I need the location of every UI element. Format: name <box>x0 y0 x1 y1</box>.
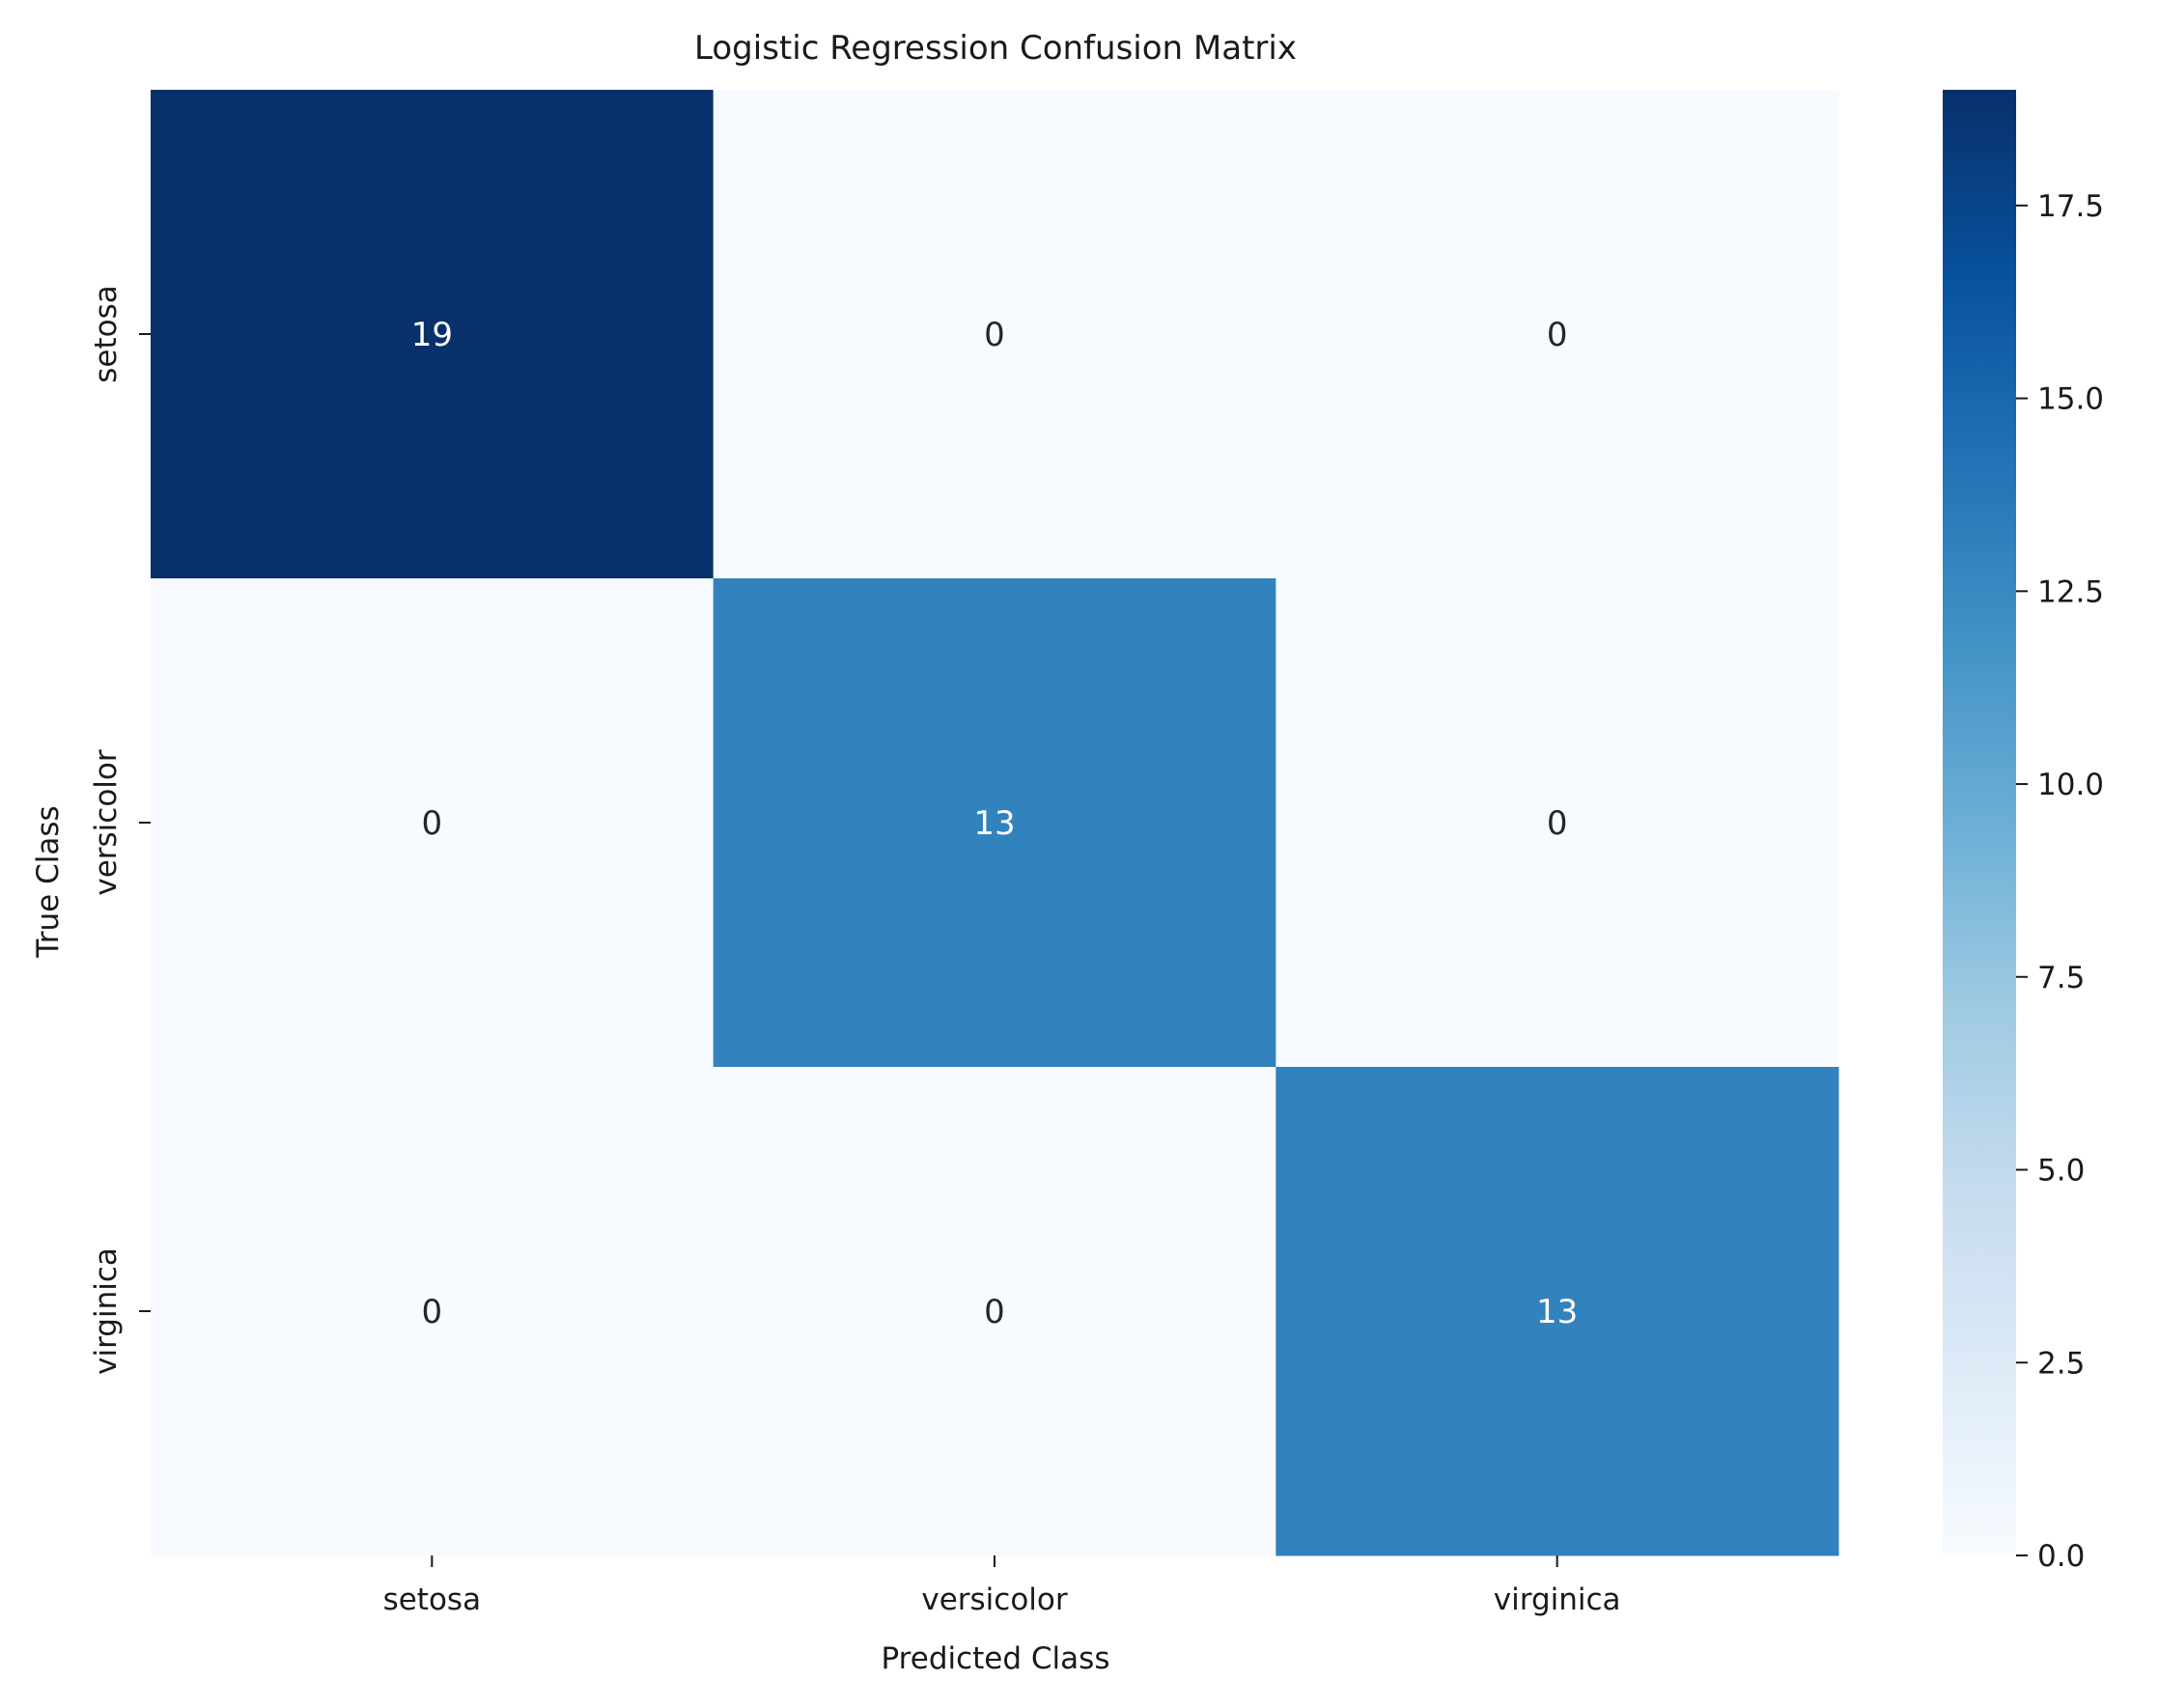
colorbar-gradient <box>1943 90 2016 1555</box>
y-axis: setosa versicolor virginica <box>89 285 151 1375</box>
y-tick-label: setosa <box>89 285 124 383</box>
heatmap-cells <box>151 90 1839 1556</box>
y-tick-label: virginica <box>89 1247 124 1375</box>
x-tick-label: virginica <box>1494 1582 1621 1617</box>
cell-value-label: 0 <box>1547 316 1568 354</box>
heatmap-cell <box>713 90 1276 579</box>
colorbar-tick-label: 10.0 <box>2037 768 2104 802</box>
y-axis-label: True Class <box>31 805 66 958</box>
cell-value-label: 0 <box>422 1293 443 1331</box>
heatmap-cell <box>151 90 715 579</box>
colorbar-tick-label: 0.0 <box>2037 1539 2085 1574</box>
x-axis-label: Predicted Class <box>882 1641 1110 1676</box>
x-tick-label: versicolor <box>921 1582 1068 1617</box>
heatmap-cell <box>1276 90 1839 579</box>
heatmap-cell-labels: 19 0 0 0 13 0 0 0 13 <box>411 316 1579 1331</box>
colorbar: 0.0 2.5 5.0 7.5 10.0 12.5 15.0 17.5 <box>1943 90 2104 1574</box>
cell-value-label: 19 <box>411 316 453 354</box>
cell-value-label: 0 <box>1547 804 1568 843</box>
colorbar-tick-label: 7.5 <box>2037 961 2085 995</box>
x-tick-label: setosa <box>383 1582 482 1617</box>
heatmap-cell <box>151 1067 715 1556</box>
cell-value-label: 13 <box>973 804 1015 843</box>
heatmap-cell <box>151 578 715 1068</box>
cell-value-label: 0 <box>422 804 443 843</box>
colorbar-tick-label: 15.0 <box>2037 382 2104 417</box>
cell-value-label: 0 <box>984 1293 1005 1331</box>
colorbar-tick-label: 17.5 <box>2037 189 2104 224</box>
cell-value-label: 0 <box>984 316 1005 354</box>
x-axis: setosa versicolor virginica <box>383 1555 1621 1617</box>
y-tick-label: versicolor <box>89 749 124 896</box>
heatmap-cell <box>713 1067 1276 1556</box>
heatmap-cell <box>1276 1067 1839 1556</box>
heatmap-cell <box>713 578 1276 1068</box>
colorbar-tick-label: 5.0 <box>2037 1154 2085 1189</box>
heatmap-cell <box>1276 578 1839 1068</box>
colorbar-tick-label: 12.5 <box>2037 574 2104 609</box>
chart-title: Logistic Regression Confusion Matrix <box>694 29 1297 68</box>
cell-value-label: 13 <box>1536 1293 1578 1331</box>
colorbar-tick-label: 2.5 <box>2037 1346 2085 1381</box>
